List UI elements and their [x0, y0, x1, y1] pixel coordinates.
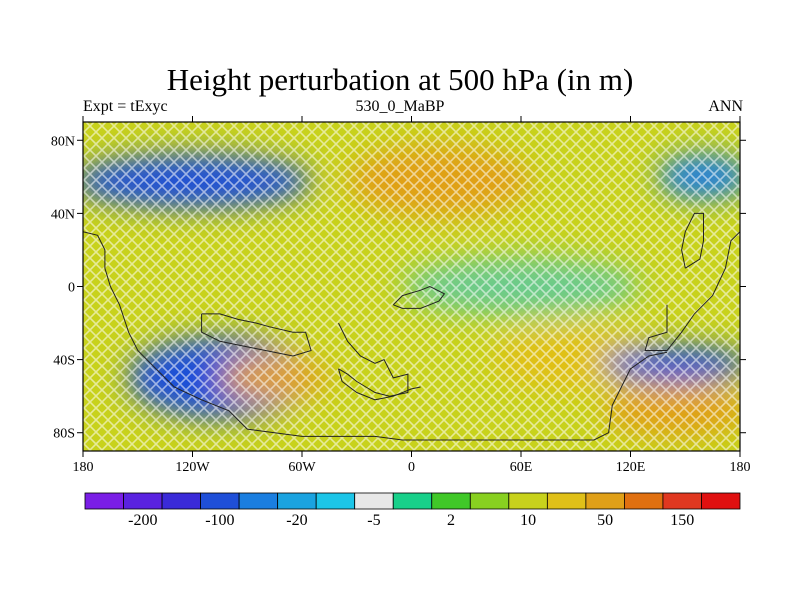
colorbar-swatch — [624, 492, 664, 510]
coast-east — [681, 212, 704, 269]
x-tick-label: 60E — [510, 460, 533, 475]
coastlines — [83, 212, 740, 441]
colorbar-swatch — [315, 492, 356, 510]
colorbar-swatch — [469, 492, 510, 510]
colorbar-swatch — [546, 492, 587, 510]
colorbar-label: -20 — [286, 512, 307, 529]
y-tick-label: 40S — [53, 354, 75, 369]
x-tick-label: 120E — [616, 460, 646, 475]
colorbar-swatch — [508, 492, 548, 510]
colorbar-label: -5 — [367, 512, 380, 529]
coast-south-america — [83, 231, 668, 441]
x-tick-label: 180 — [730, 460, 751, 475]
y-tick-label: 0 — [68, 281, 75, 296]
colorbar-swatch — [662, 492, 702, 510]
y-tick-label: 80N — [51, 134, 75, 149]
y-tick-label: 80S — [53, 427, 75, 442]
colorbar-swatch — [585, 492, 625, 510]
colorbar-label: 50 — [597, 512, 613, 529]
stipple-overlay — [83, 122, 740, 451]
colorbar-swatch — [701, 492, 741, 510]
colorbar: -200 -100 -20 -5 2 10 50 150 — [84, 492, 741, 529]
coast-east-2 — [644, 231, 740, 351]
colorbar-label: 10 — [520, 512, 536, 529]
x-tick-label: 180 — [73, 460, 94, 475]
x-tick-label: 60W — [288, 460, 316, 475]
colorbar-label: 150 — [670, 512, 694, 529]
season-label: ANN — [708, 98, 743, 115]
colorbar-swatch — [84, 492, 124, 510]
plot-title: Height perturbation at 500 hPa (in m) — [166, 62, 634, 97]
colorbar-label: -200 — [128, 512, 157, 529]
axis-ticks: 180 120W 60W 0 60E 120E 180 80N 40N 0 40S 80S — [51, 116, 751, 475]
colorbar-swatch — [161, 492, 201, 510]
y-tick-label: 40N — [51, 207, 75, 222]
case-label: 530_0_MaBP — [355, 98, 445, 115]
coast-africa — [338, 322, 409, 397]
x-tick-label: 120W — [175, 460, 210, 475]
colorbar-swatch — [123, 492, 163, 510]
colorbar-swatch — [431, 492, 471, 510]
colorbar-swatch — [200, 492, 240, 510]
colorbar-swatch — [392, 492, 433, 510]
experiment-label: Expt = tExyc — [83, 98, 168, 115]
colorbar-swatch — [277, 492, 317, 510]
x-tick-label: 0 — [408, 460, 415, 475]
coast-equatorial-island — [392, 285, 446, 309]
coast-antarctic-ridge — [338, 368, 421, 401]
colorbar-swatch — [354, 492, 394, 510]
coast-south-pacific — [201, 313, 312, 357]
colorbar-swatch — [238, 492, 279, 510]
colorbar-label: 2 — [447, 512, 455, 529]
map-field — [83, 122, 740, 451]
colorbar-label: -100 — [205, 512, 234, 529]
